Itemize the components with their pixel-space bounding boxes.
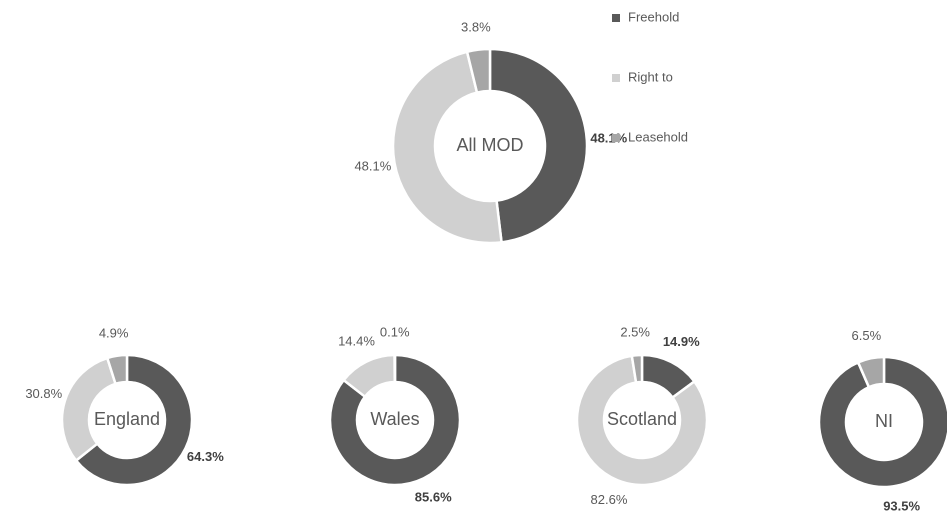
data-label: 6.5% xyxy=(852,328,882,343)
donut-segment xyxy=(575,354,709,487)
donut-segment xyxy=(630,353,644,384)
data-label: 64.3% xyxy=(187,449,224,464)
donut-segment xyxy=(328,353,462,487)
donut-center-label: England xyxy=(94,409,160,429)
legend-label: Freehold xyxy=(628,9,679,24)
data-label: 30.8% xyxy=(25,386,62,401)
legend-swatch xyxy=(612,134,620,142)
data-label: 93.5% xyxy=(883,499,920,514)
data-label: 4.9% xyxy=(99,325,129,340)
donut-segment xyxy=(391,50,503,245)
legend-label: Right to xyxy=(628,69,673,84)
data-label: 14.4% xyxy=(338,333,375,348)
donut-segment xyxy=(74,353,194,487)
data-label: 3.8% xyxy=(461,19,491,34)
donut-center-label: Wales xyxy=(370,409,419,429)
donut-segment xyxy=(488,47,589,244)
data-label: 2.5% xyxy=(620,325,650,340)
legend-swatch xyxy=(612,74,620,82)
data-label: 14.9% xyxy=(663,334,700,349)
donut-segment xyxy=(817,355,947,489)
legend-swatch xyxy=(612,14,620,22)
donut-center-label: All MOD xyxy=(457,135,524,155)
donut-segment xyxy=(856,355,886,389)
donut-segment xyxy=(465,47,492,95)
donut-segment xyxy=(105,353,129,386)
data-label: 48.1% xyxy=(354,159,391,174)
donut-center-label: NI xyxy=(875,411,893,431)
donut-center-label: Scotland xyxy=(607,409,677,429)
legend-label: Leasehold xyxy=(628,129,688,144)
data-label: 0.1% xyxy=(380,324,410,339)
data-label: 82.6% xyxy=(591,492,628,507)
data-label: 48.1% xyxy=(590,130,627,145)
data-label: 85.6% xyxy=(415,490,452,505)
